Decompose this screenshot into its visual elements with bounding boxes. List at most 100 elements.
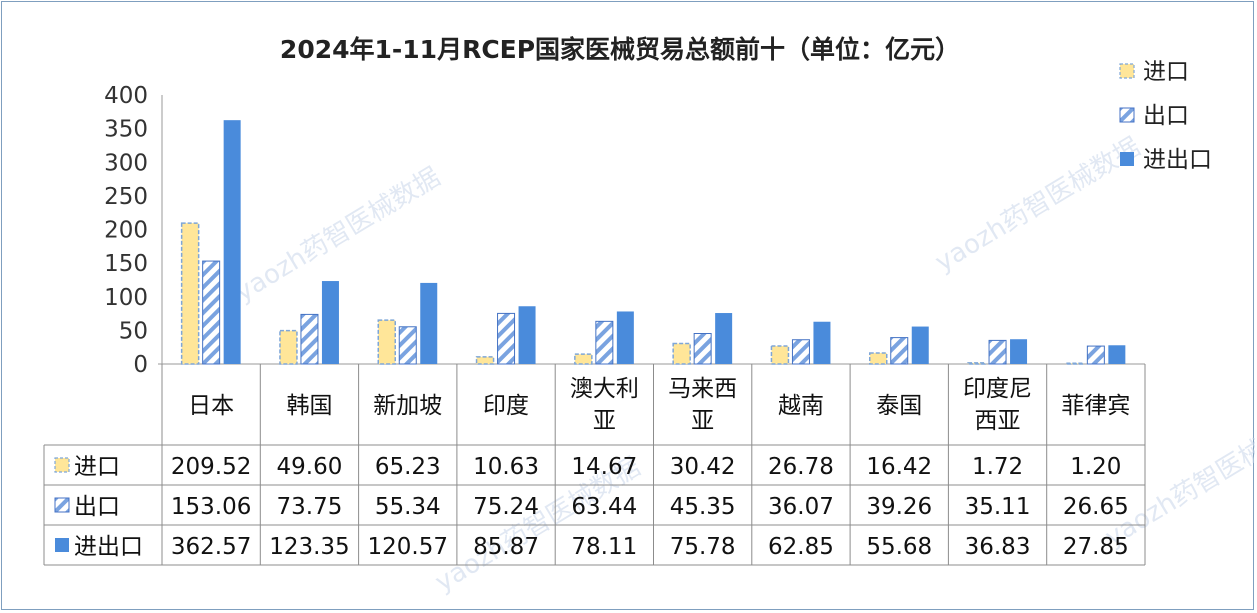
y-tick-label: 200 [104, 218, 148, 244]
bar-total [322, 281, 339, 364]
bar-import [575, 354, 592, 364]
x-category-label: 韩国 [286, 393, 332, 419]
table-cell-value: 16.42 [866, 454, 932, 480]
table-cell-value: 49.60 [277, 454, 343, 480]
y-tick-label: 150 [104, 251, 148, 277]
x-category-label: 日本 [188, 393, 234, 419]
table-cell-value: 65.23 [375, 454, 441, 480]
bar-import [477, 357, 494, 364]
bar-export [1087, 346, 1104, 364]
table-cell-value: 30.42 [670, 454, 736, 480]
bar-import [870, 353, 887, 364]
table-cell-value: 55.34 [375, 494, 441, 520]
x-category-label: 马来西 [668, 376, 737, 402]
y-tick-label: 100 [104, 285, 148, 311]
table-cell-value: 45.35 [670, 494, 736, 520]
bar-total [813, 322, 830, 364]
table-cell-value: 209.52 [171, 454, 251, 480]
table-cell-value: 1.72 [972, 454, 1023, 480]
bar-export [203, 261, 220, 364]
legend-label: 出口 [1143, 103, 1189, 129]
table-series-key [55, 498, 69, 512]
bar-export [891, 338, 908, 364]
legend-label: 进口 [1143, 59, 1189, 85]
table-cell-value: 123.35 [269, 534, 349, 560]
table-cell-value: 36.83 [965, 534, 1031, 560]
bar-import [378, 320, 395, 364]
bar-export [792, 340, 809, 364]
bar-import [673, 344, 690, 364]
table-cell-value: 63.44 [571, 494, 637, 520]
table-cell-value: 26.78 [768, 454, 834, 480]
bar-export [694, 334, 711, 364]
table-cell-value: 85.87 [473, 534, 539, 560]
bar-total [617, 311, 634, 364]
x-category-label: 亚 [593, 408, 616, 434]
bar-total [420, 283, 437, 364]
x-category-label: 泰国 [876, 393, 922, 419]
legend-key [1120, 152, 1134, 166]
table-cell-value: 36.07 [768, 494, 834, 520]
x-category-label: 印度 [483, 393, 529, 419]
table-series-key [55, 538, 69, 552]
bar-total [224, 120, 241, 364]
table-cell-value: 62.85 [768, 534, 834, 560]
legend-key [1120, 108, 1134, 122]
x-category-label: 越南 [778, 393, 824, 419]
chart-title: 2024年1-11月RCEP国家医械贸易总额前十（单位：亿元） [280, 35, 960, 64]
bar-import [280, 331, 297, 364]
table-cell-value: 362.57 [171, 534, 251, 560]
table-cell-value: 27.85 [1063, 534, 1129, 560]
table-series-name: 进口 [74, 454, 120, 480]
bar-import [968, 363, 985, 364]
bar-export [399, 327, 416, 364]
legend-key [1120, 64, 1134, 78]
table-cell-value: 153.06 [171, 494, 251, 520]
table-cell-value: 39.26 [866, 494, 932, 520]
bar-export [498, 313, 515, 364]
x-category-label: 亚 [691, 408, 714, 434]
table-cell-value: 26.65 [1063, 494, 1129, 520]
table-cell-value: 120.57 [368, 534, 448, 560]
bar-total [912, 327, 929, 364]
table-series-name: 进出口 [74, 534, 143, 560]
watermark-text: yaozh药智医械数据 [930, 132, 1145, 278]
bar-total [1108, 345, 1125, 364]
bar-import [182, 223, 199, 364]
bar-import [771, 346, 788, 364]
bar-export [989, 340, 1006, 364]
table-cell-value: 55.68 [866, 534, 932, 560]
table-cell-value: 1.20 [1070, 454, 1121, 480]
x-category-label: 新加坡 [373, 393, 442, 419]
watermark-layer: yaozh药智医械数据yaozh药智医械数据yaozh药智医械数据yaozh药智… [230, 132, 1255, 598]
x-category-label: 西亚 [975, 408, 1021, 434]
bar-export [301, 314, 318, 364]
table-cell-value: 35.11 [965, 494, 1031, 520]
y-tick-label: 350 [104, 117, 148, 143]
table-cell-value: 73.75 [277, 494, 343, 520]
bar-total [715, 313, 732, 364]
bar-import [1066, 363, 1083, 364]
table-cell-value: 75.24 [473, 494, 539, 520]
y-tick-label: 300 [104, 150, 148, 176]
x-category-label: 印度尼 [963, 376, 1032, 402]
y-tick-label: 250 [104, 184, 148, 210]
bar-total [1010, 339, 1027, 364]
table-cell-value: 10.63 [473, 454, 539, 480]
legend-label: 进出口 [1143, 147, 1212, 173]
x-category-label: 澳大利 [570, 376, 639, 402]
bar-total [519, 306, 536, 364]
y-tick-label: 400 [104, 83, 148, 109]
table-series-key [55, 458, 69, 472]
table-cell-value: 75.78 [670, 534, 736, 560]
watermark-text: yaozh药智医械数据 [1100, 407, 1255, 553]
y-tick-label: 50 [119, 318, 148, 344]
table-cell-value: 14.67 [571, 454, 637, 480]
table-series-name: 出口 [74, 494, 120, 520]
bar-export [596, 321, 613, 364]
table-cell-value: 78.11 [571, 534, 637, 560]
